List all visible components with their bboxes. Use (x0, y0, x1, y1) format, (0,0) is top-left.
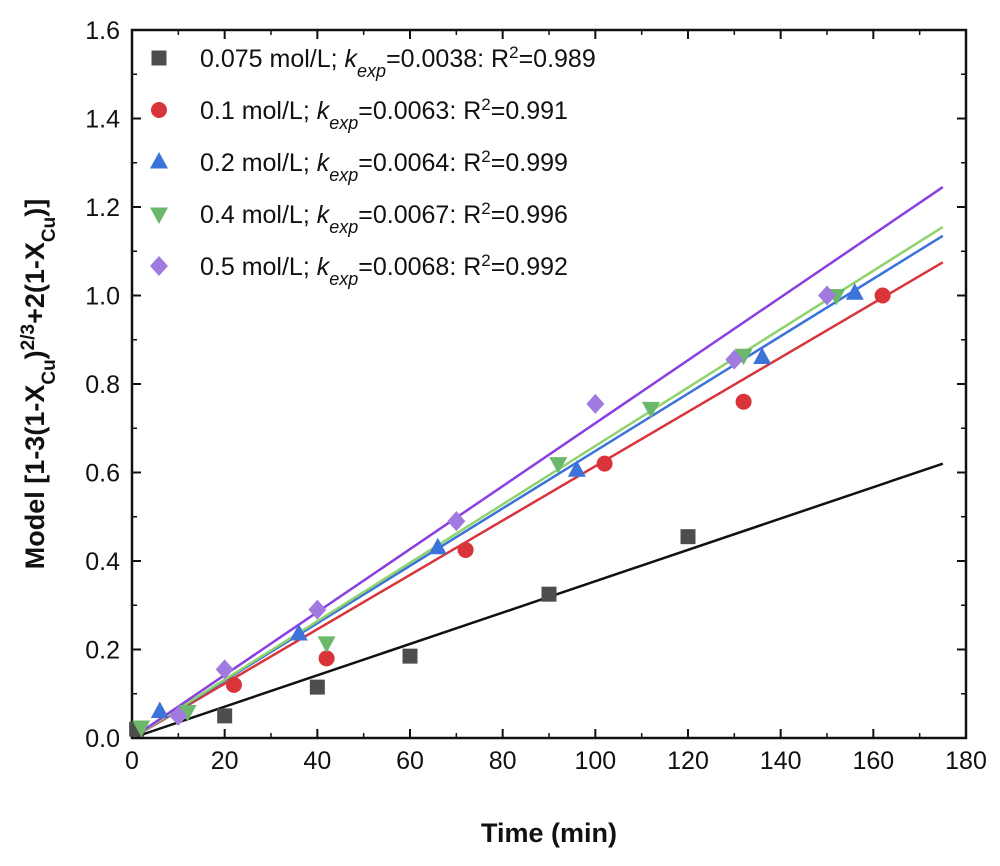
x-tick-label: 120 (667, 747, 709, 775)
x-tick-label: 40 (303, 747, 331, 775)
legend: 0.075 mol/L; kexp=0.0038: R2=0.989 0.1 mo… (150, 43, 596, 290)
data-point-s05 (169, 705, 188, 726)
data-point-s05 (308, 599, 327, 620)
data-point-s05 (725, 349, 744, 370)
y-tick-label: 0.2 (85, 637, 120, 665)
x-tick-label: 140 (760, 747, 802, 775)
legend-marker-s01 (151, 102, 167, 118)
data-point-s05 (818, 285, 836, 306)
legend-label-s04: 0.4 mol/L; kexp=0.0067: R2=0.996 (200, 199, 568, 238)
plot-frame (130, 28, 968, 740)
x-tick-label: 100 (574, 747, 616, 775)
fit-line-s05 (131, 186, 944, 740)
data-point-s01 (457, 541, 474, 558)
data-point-s05 (447, 511, 466, 532)
data-point-s02 (289, 624, 308, 641)
data-point-s04 (317, 636, 336, 653)
y-tick-label: 1.4 (85, 106, 120, 134)
data-point-s04 (132, 720, 151, 737)
data-point-s04 (734, 348, 753, 366)
x-tick-label: 0 (125, 747, 139, 775)
data-point-s05 (586, 393, 605, 414)
data-point-s0075 (680, 529, 696, 545)
legend-label-s01: 0.1 mol/L; kexp=0.0063: R2=0.991 (200, 95, 568, 134)
data-point-s01 (225, 676, 242, 693)
y-tick-label: 1.6 (85, 17, 120, 45)
data-point-s04 (178, 704, 197, 722)
axis-ticks: 0 20 40 60 80 100 120 140 160 180 0.0 0.2 0.4 0.6 0.8 1… (85, 17, 987, 775)
x-tick-label: 80 (489, 747, 517, 775)
fit-line-s0075 (131, 462, 944, 740)
x-tick-label: 60 (396, 747, 424, 775)
legend-label-s05: 0.5 mol/L; kexp=0.0068: R2=0.992 (200, 251, 568, 290)
legend-label-s0075: 0.075 mol/L; kexp=0.0038: R2=0.989 (200, 43, 596, 82)
legend-marker-s0075 (151, 50, 167, 66)
y-axis-title: Model [1-3(1-XCu)2/3+2(1-XCu)] (18, 199, 60, 569)
y-tick-label: 0.4 (85, 548, 120, 576)
data-point-s05 (215, 659, 234, 680)
fit-line-s01 (131, 261, 944, 740)
data-point-s02 (753, 347, 772, 364)
x-tick-label: 160 (852, 747, 894, 775)
data-point-s02 (428, 537, 447, 555)
y-tick-label: 1.2 (85, 194, 120, 222)
fit-lines (131, 186, 944, 740)
legend-marker-s02 (150, 152, 168, 169)
x-axis-title: Time (min) (481, 818, 617, 848)
data-point-s0075 (217, 708, 233, 724)
data-point-s02 (567, 460, 586, 477)
x-tick-label: 180 (945, 747, 987, 775)
data-point-s01 (735, 393, 752, 410)
y-tick-label: 1.0 (85, 283, 120, 311)
legend-marker-s04 (150, 207, 168, 224)
data-point-s0075 (541, 586, 557, 602)
data-point-s01 (318, 650, 335, 667)
y-tick-label: 0.0 (85, 725, 120, 753)
fit-line-s04 (131, 225, 944, 740)
data-point-s04 (549, 457, 568, 474)
legend-marker-s05 (150, 256, 168, 276)
data-point-s02 (845, 283, 864, 300)
data-point-s02 (150, 701, 169, 718)
data-point-s0075 (309, 679, 325, 695)
y-tick-label: 0.6 (85, 460, 120, 488)
data-point-s01 (596, 455, 613, 472)
data-point-s04 (641, 401, 660, 419)
x-tick-label: 20 (211, 747, 239, 775)
data-points (129, 283, 891, 737)
data-point-s0075 (402, 648, 418, 664)
data-point-s01 (874, 287, 891, 304)
legend-label-s02: 0.2 mol/L; kexp=0.0064: R2=0.999 (200, 147, 568, 186)
y-tick-label: 0.8 (85, 371, 120, 399)
